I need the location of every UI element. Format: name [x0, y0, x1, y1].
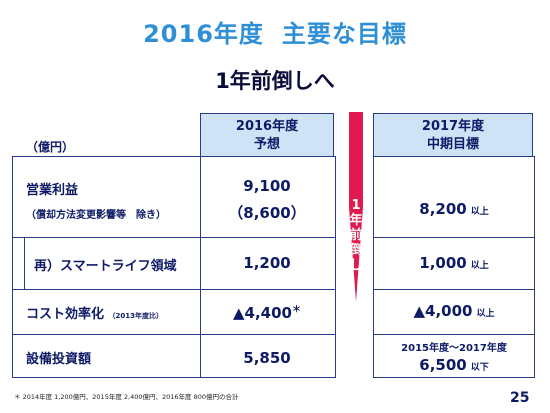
- target-operating-profit: 8,200 以上: [373, 200, 535, 218]
- row-label-operating-profit: 営業利益: [26, 183, 79, 198]
- arrow-char: 倒: [349, 243, 363, 258]
- forecast-table-body: [12, 156, 336, 378]
- forecast-operating-profit-adjusted: （8,600）: [228, 204, 306, 222]
- page-subtitle: 1年前倒しへ: [215, 69, 335, 93]
- target-capex-period: 2015年度～2017年度: [401, 343, 507, 354]
- target-cost-efficiency-value: ▲4,000: [413, 302, 473, 320]
- forecast-table: 2016年度 予想 営業利益 （償却方法変更影響等 除き） 9,100 （8,6…: [12, 113, 336, 378]
- unit-label: （億円）: [26, 140, 75, 154]
- row-divider: [373, 237, 535, 238]
- target-suffix: 以上: [470, 207, 489, 217]
- target-capex: 6,500 以下: [373, 356, 535, 374]
- arrow-char: 年: [349, 213, 363, 228]
- page-title: 2016年度 主要な目標: [0, 14, 550, 49]
- footnote-mark: ＊: [291, 305, 301, 315]
- ahead-of-schedule-arrow: [349, 112, 363, 302]
- table-divider: [200, 156, 201, 377]
- midterm-column-header: 2017年度 中期目標: [373, 113, 533, 156]
- forecast-capex: 5,850: [243, 349, 291, 367]
- forecast-operating-profit: 9,100: [243, 177, 291, 195]
- cost-efficiency-note: （2013年度比）: [108, 312, 164, 320]
- midterm-target-table: 2017年度 中期目標 8,200 以上 1,000 以上 ▲4,000 以上 201…: [373, 113, 535, 378]
- title-goals: 主要な目標: [281, 20, 407, 48]
- target-suffix: 以上: [470, 261, 489, 271]
- forecast-column-header: 2016年度 予想: [200, 113, 334, 156]
- arrow-char: し: [349, 258, 363, 273]
- title-year: 2016年度: [143, 20, 264, 48]
- midterm-header-label: 中期目標: [426, 137, 479, 152]
- arrow-shape: [349, 112, 363, 302]
- target-capex-value: 6,500: [419, 356, 467, 374]
- target-cost-efficiency: ▲4,000 以上: [373, 302, 535, 320]
- forecast-cost-efficiency: ▲4,400＊: [200, 302, 334, 322]
- forecast-smart-life: 1,200: [243, 254, 291, 272]
- forecast-cost-efficiency-value: ▲4,400: [233, 304, 292, 322]
- target-smart-life: 1,000 以上: [373, 254, 535, 272]
- row-label-excluding: （償却方法変更影響等 除き）: [26, 210, 166, 221]
- target-suffix: 以下: [470, 363, 489, 373]
- page-number: 25: [510, 390, 530, 406]
- midterm-table-body: [373, 156, 535, 378]
- row-divider: [12, 334, 336, 335]
- arrow-char: 前: [349, 228, 363, 243]
- row-label-cost-efficiency: コスト効率化 （2013年度比）: [26, 303, 163, 322]
- target-suffix: 以上: [476, 309, 495, 319]
- midterm-header-year: 2017年度: [421, 119, 485, 134]
- cost-efficiency-label: コスト効率化: [26, 307, 105, 322]
- subrow-indent: [24, 237, 25, 289]
- row-label-smart-life: 再）スマートライフ領域: [34, 259, 177, 274]
- row-divider: [12, 289, 336, 290]
- row-label-capex: 設備投資額: [26, 352, 92, 367]
- row-divider: [373, 289, 535, 290]
- target-smart-life-value: 1,000: [419, 254, 467, 272]
- forecast-header-label: 予想: [253, 137, 280, 152]
- forecast-header-year: 2016年度: [235, 119, 299, 134]
- footnote: ＊ 2014年度 1,200億円、2015年度 2,400億円、2016年度 8…: [14, 393, 239, 401]
- arrow-label: 1 年 前 倒 し: [348, 198, 364, 273]
- row-divider: [12, 237, 336, 238]
- arrow-char: 1: [351, 198, 361, 213]
- target-operating-profit-value: 8,200: [419, 200, 467, 218]
- row-divider: [373, 334, 535, 335]
